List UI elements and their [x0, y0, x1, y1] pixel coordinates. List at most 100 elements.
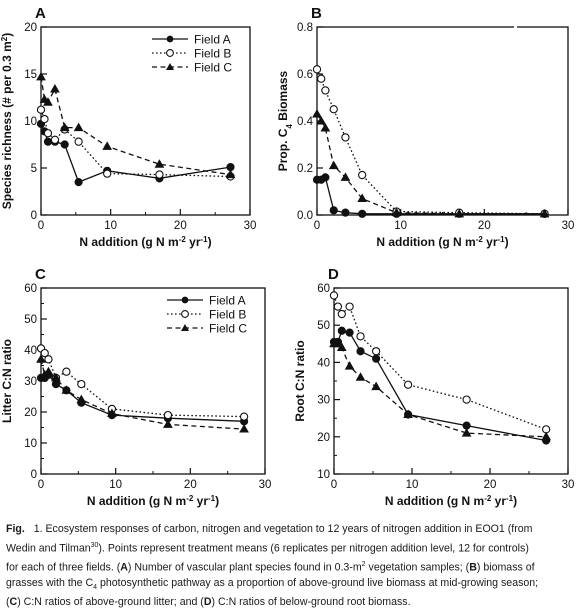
data-point-field-b — [62, 367, 71, 376]
data-point-field-c — [36, 354, 46, 363]
y-tick-label: 0.2 — [297, 163, 313, 175]
data-point-field-b — [36, 105, 46, 114]
caption-sub-4: 4 — [93, 583, 98, 591]
series-line-field-a — [317, 176, 545, 215]
label-part: -2 — [484, 494, 492, 503]
caption-text-3a: for each of three fields. ( — [6, 561, 121, 574]
caption-ref-sup: 30 — [90, 541, 99, 549]
y-tick-label: 5 — [31, 163, 37, 175]
data-point-field-c — [225, 169, 236, 179]
x-tick-label: 10 — [109, 479, 122, 491]
data-point-field-c — [76, 394, 87, 404]
data-point-field-c — [357, 193, 368, 203]
data-point-field-c — [51, 372, 61, 382]
x-tick-label: 10 — [406, 479, 419, 491]
caption-text-2a: Wedin and Tilman — [6, 542, 91, 555]
label-part: 4 — [285, 124, 294, 129]
data-point-field-a — [358, 209, 367, 218]
panel-letter-c: C — [35, 266, 46, 283]
y-tick-label: 30 — [317, 395, 330, 407]
y-tick-label: 60 — [317, 283, 330, 295]
y-tick-label: 10 — [24, 116, 37, 128]
label-part: -2 — [186, 494, 194, 503]
caption-text-3b: ) Number of vascular plant species found… — [127, 561, 362, 574]
data-point-field-c — [312, 108, 322, 118]
x-tick-label: 20 — [184, 479, 197, 491]
series-line-field-c — [40, 76, 231, 176]
x-tick-label: 30 — [259, 479, 272, 491]
data-point-field-b — [43, 129, 53, 138]
legend-label-3: Field C — [194, 61, 232, 75]
panel-a: A 0 10 20 30 0 5 10 15 20 N addition (g N m-2 yr-1… — [0, 5, 256, 249]
data-point-field-c — [50, 84, 60, 93]
label-part: -1 — [201, 235, 209, 244]
data-point-field-b — [155, 170, 164, 179]
y-tick-label: 20 — [317, 432, 330, 444]
figure-caption: Fig. 1. Ecosystem responses of carbon, n… — [6, 522, 574, 611]
data-point-field-c — [328, 160, 339, 170]
panel-letter-b: B — [311, 5, 322, 22]
data-point-field-c — [340, 172, 351, 181]
caption-text-5a: ( — [6, 596, 10, 609]
data-point-field-b — [44, 355, 53, 364]
data-point-field-b — [462, 395, 471, 404]
data-point-field-b — [321, 86, 330, 95]
frame-break — [514, 25, 518, 29]
caption-panel-b-ref: B — [469, 561, 477, 574]
data-point-field-a — [337, 326, 346, 335]
y-axis-label: Litter C:N ratio — [0, 339, 14, 423]
legend-marker-field-b — [181, 310, 189, 318]
data-point-field-b — [50, 135, 60, 144]
data-point-field-c — [43, 366, 54, 376]
x-axis-label: N addition (g N m-2 yr-1) — [385, 494, 517, 509]
x-axis-label: N addition (g N m-2 yr-1) — [79, 235, 211, 250]
data-point-field-c — [333, 338, 343, 348]
caption-panel-d-ref: D — [203, 596, 212, 609]
x-axis-label: N addition (g N m-2 yr-1) — [376, 235, 508, 250]
panel-letter-d: D — [328, 266, 339, 283]
y-axis-label: Root C:N ratio — [293, 340, 307, 421]
data-point-field-b — [163, 410, 173, 420]
data-point-field-c — [391, 207, 402, 217]
x-tick-label: 20 — [478, 220, 491, 232]
y-tick-label: 20 — [24, 22, 37, 34]
label-part: N addition (g N m — [87, 494, 186, 508]
data-point-field-a — [341, 208, 350, 217]
label-part: N addition (g N m — [376, 235, 475, 249]
data-point-field-b — [356, 332, 365, 341]
label-part: -2 — [179, 235, 187, 244]
data-point-field-c — [107, 408, 117, 418]
data-point-field-b — [40, 114, 49, 124]
y-tick-label: 0.6 — [297, 69, 313, 81]
data-point-field-c — [344, 361, 355, 370]
x-tick-label: 20 — [484, 479, 497, 491]
data-point-field-c — [316, 115, 327, 125]
label-part: -1 — [498, 235, 506, 244]
y-tick-label: 10 — [24, 438, 37, 450]
y-tick-label: 50 — [317, 320, 330, 332]
y-tick-label: 10 — [317, 469, 330, 481]
data-point-field-c — [454, 208, 465, 218]
data-point-field-c — [541, 431, 552, 441]
legend-label-1: Field A — [209, 294, 246, 308]
data-point-field-c — [73, 122, 84, 132]
x-tick-label: 30 — [562, 220, 575, 232]
data-point-field-c — [163, 419, 173, 428]
data-point-field-b — [317, 74, 326, 83]
data-point-field-b — [358, 170, 367, 180]
y-axis-label: Species richness (# per 0.3 m2) — [0, 33, 14, 210]
data-point-field-c — [539, 208, 550, 218]
panel-letter-a: A — [35, 5, 46, 22]
caption-text-5c: ) C:N ratios of below-ground root biomas… — [211, 596, 411, 609]
data-point-field-b — [329, 291, 339, 300]
data-point-field-c — [102, 141, 113, 150]
legend-marker-field-b — [166, 49, 174, 57]
data-point-field-b — [345, 302, 354, 311]
x-tick-label: 10 — [104, 220, 117, 232]
caption-fig-label: Fig. — [6, 523, 25, 535]
data-point-field-a — [321, 173, 330, 182]
caption-fig-number: 1 — [33, 523, 40, 535]
x-tick-label: 20 — [174, 220, 187, 232]
y-axis-label: Prop. C4 Biomass — [276, 70, 294, 171]
series-line-field-c — [334, 343, 547, 438]
